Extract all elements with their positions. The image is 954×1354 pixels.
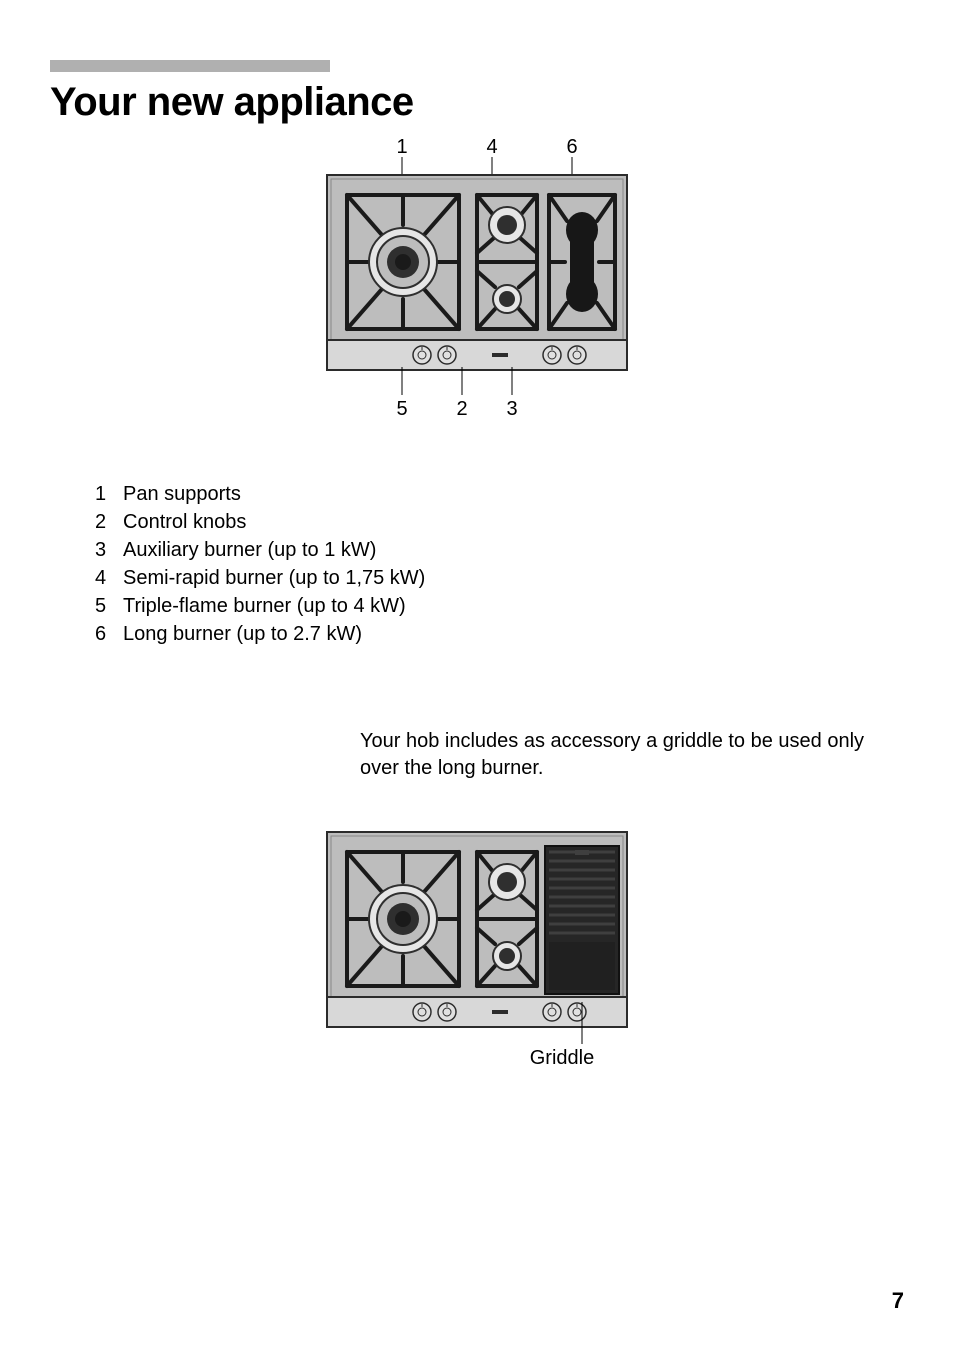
hob-diagram-top: 1 4 6	[50, 135, 904, 425]
section-rule	[50, 60, 330, 72]
legend-number: 5	[95, 592, 123, 620]
accessory-note: Your hob includes as accessory a griddle…	[360, 728, 904, 782]
legend-row: 2Control knobs	[95, 508, 904, 536]
svg-text:2: 2	[456, 398, 467, 420]
legend-label: Semi-rapid burner (up to 1,75 kW)	[123, 564, 425, 592]
svg-text:3: 3	[506, 398, 517, 420]
legend-row: 3Auxiliary burner (up to 1 kW)	[95, 536, 904, 564]
legend-row: 4Semi-rapid burner (up to 1,75 kW)	[95, 564, 904, 592]
svg-text:5: 5	[396, 398, 407, 420]
legend-label: Pan supports	[123, 480, 241, 508]
page-number: 7	[892, 1288, 904, 1314]
legend-number: 6	[95, 620, 123, 648]
legend-label: Auxiliary burner (up to 1 kW)	[123, 536, 376, 564]
legend-label: Control knobs	[123, 508, 246, 536]
legend-label: Triple-flame burner (up to 4 kW)	[123, 592, 406, 620]
legend-row: 5Triple-flame burner (up to 4 kW)	[95, 592, 904, 620]
svg-text:1: 1	[396, 136, 407, 158]
legend-label: Long burner (up to 2.7 kW)	[123, 620, 362, 648]
svg-text:4: 4	[486, 136, 497, 158]
svg-text:6: 6	[566, 136, 577, 158]
legend-row: 6Long burner (up to 2.7 kW)	[95, 620, 904, 648]
parts-legend: 1Pan supports2Control knobs3Auxiliary bu…	[95, 480, 904, 648]
legend-number: 4	[95, 564, 123, 592]
legend-number: 2	[95, 508, 123, 536]
page-title: Your new appliance	[50, 80, 904, 125]
legend-number: 1	[95, 480, 123, 508]
svg-text:Griddle: Griddle	[530, 1047, 594, 1069]
legend-row: 1Pan supports	[95, 480, 904, 508]
hob-diagram-griddle: Griddle	[50, 822, 904, 1087]
legend-number: 3	[95, 536, 123, 564]
